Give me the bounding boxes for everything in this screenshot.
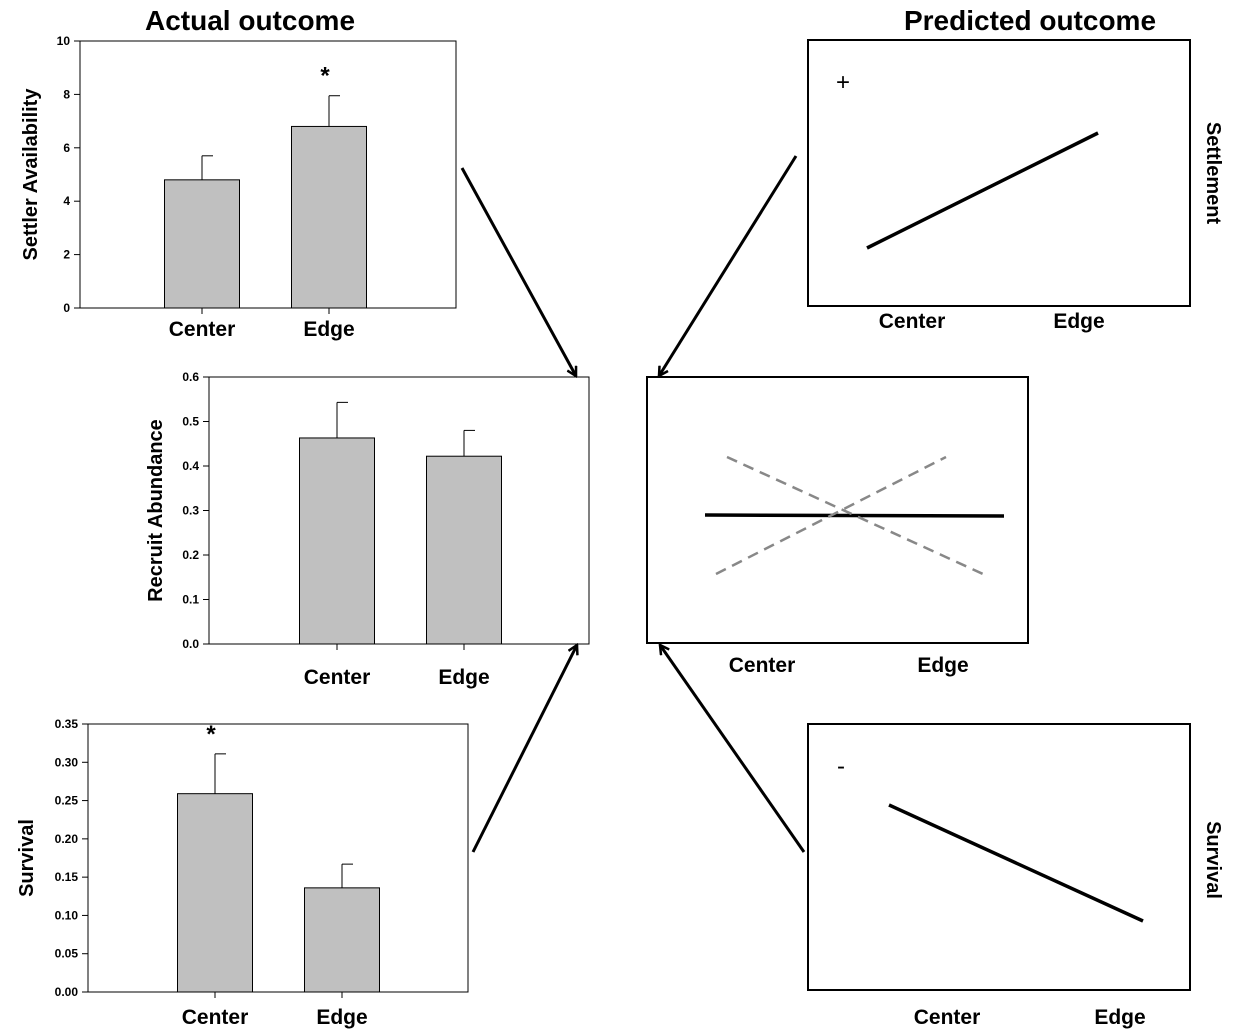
x-category-label: Center bbox=[182, 1006, 249, 1029]
x-category-label: Center bbox=[914, 1006, 981, 1029]
x-category-label: Center bbox=[169, 318, 236, 341]
arrow-survival-to-recruit bbox=[471, 645, 577, 853]
bar-edge bbox=[291, 125, 367, 309]
trend-line bbox=[866, 131, 1099, 250]
plot-frame bbox=[807, 723, 1191, 991]
y-tick-label: 0.0 bbox=[182, 637, 199, 651]
arrow-settlement-to-prediction bbox=[659, 155, 798, 376]
plot-frame bbox=[87, 723, 469, 993]
plot-frame bbox=[807, 39, 1191, 307]
trend-line bbox=[888, 803, 1144, 923]
y-tick-label: 0.2 bbox=[182, 548, 199, 562]
prediction-chart-predicted-settlement: Center Edge + Settlement bbox=[807, 39, 1224, 333]
plot-frame bbox=[79, 40, 457, 309]
bar-center bbox=[164, 179, 240, 309]
x-category-label: Edge bbox=[1094, 1006, 1145, 1029]
x-category-label: Edge bbox=[917, 654, 968, 677]
y-tick-label: 0.15 bbox=[55, 870, 79, 884]
y-tick-label: 0.6 bbox=[182, 370, 199, 384]
y-tick-label: 0.5 bbox=[182, 415, 199, 429]
y-axis-label: Recruit Abundance bbox=[145, 419, 167, 602]
bar-edge bbox=[426, 455, 502, 645]
y-tick-label: 4 bbox=[63, 194, 70, 208]
y-tick-label: 6 bbox=[63, 141, 70, 155]
y-tick-label: 0.35 bbox=[55, 717, 79, 731]
actual-outcome-heading: Actual outcome bbox=[145, 5, 355, 36]
y-tick-label: 2 bbox=[63, 248, 70, 262]
significance-star: * bbox=[320, 63, 330, 90]
flow-arrows bbox=[460, 155, 806, 853]
significance-star: * bbox=[206, 721, 216, 748]
bar-chart-survival: 0.00 0.05 0.10 0.15 0.20 0.25 0.30 0.35 Survival… bbox=[16, 717, 469, 1029]
x-category-label: Center bbox=[304, 666, 371, 689]
bar-center bbox=[177, 793, 253, 993]
y-tick-label: 0.10 bbox=[55, 908, 79, 922]
y-axis-label: Survival bbox=[16, 819, 38, 897]
x-category-label: Edge bbox=[303, 318, 354, 341]
prediction-chart-predicted-survival: Center Edge - Survival bbox=[807, 723, 1224, 1029]
y-tick-label: 0 bbox=[63, 301, 70, 315]
arrow-settler-to-recruit bbox=[460, 167, 578, 376]
x-category-label: Edge bbox=[438, 666, 489, 689]
dashed-trend-line bbox=[726, 455, 984, 576]
trend-sign: + bbox=[836, 69, 850, 96]
x-category-label: Center bbox=[879, 310, 946, 333]
y-tick-label: 0.25 bbox=[55, 794, 79, 808]
trend-line bbox=[704, 513, 1005, 518]
side-label: Survival bbox=[1202, 821, 1224, 899]
y-tick-label: 0.30 bbox=[55, 755, 79, 769]
trend-sign: - bbox=[837, 753, 845, 780]
y-tick-label: 0.20 bbox=[55, 832, 79, 846]
x-category-label: Center bbox=[729, 654, 796, 677]
side-label: Settlement bbox=[1202, 122, 1224, 225]
predicted-outcome-panels: Center Edge + Settlement Center Edge Center Edg… bbox=[646, 39, 1224, 1029]
bar-chart-settler-availability: 0 2 4 6 8 10 Settler Availability Center Edge * bbox=[20, 34, 457, 341]
y-tick-label: 0.4 bbox=[182, 459, 199, 473]
plot-frame bbox=[646, 376, 1029, 644]
y-tick-label: 8 bbox=[63, 87, 70, 101]
arrow-survival-to-prediction bbox=[660, 645, 806, 853]
y-tick-label: 0.1 bbox=[182, 593, 199, 607]
y-tick-label: 0.3 bbox=[182, 504, 199, 518]
dashed-trend-line bbox=[715, 455, 947, 576]
bar-edge bbox=[304, 887, 380, 993]
bar-center bbox=[299, 437, 375, 645]
y-axis-label: Settler Availability bbox=[20, 88, 42, 261]
y-tick-label: 0.05 bbox=[55, 947, 79, 961]
bar-chart-recruit-abundance: 0.0 0.1 0.2 0.3 0.4 0.5 0.6 Recruit Abundance Ce… bbox=[145, 370, 590, 689]
plot-frame bbox=[208, 376, 590, 645]
prediction-chart-predicted-recruitment: Center Edge bbox=[646, 376, 1029, 677]
predicted-outcome-heading: Predicted outcome bbox=[904, 5, 1156, 36]
x-category-label: Edge bbox=[1053, 310, 1104, 333]
y-tick-label: 10 bbox=[57, 34, 71, 48]
x-category-label: Edge bbox=[316, 1006, 367, 1029]
y-tick-label: 0.00 bbox=[55, 985, 79, 999]
